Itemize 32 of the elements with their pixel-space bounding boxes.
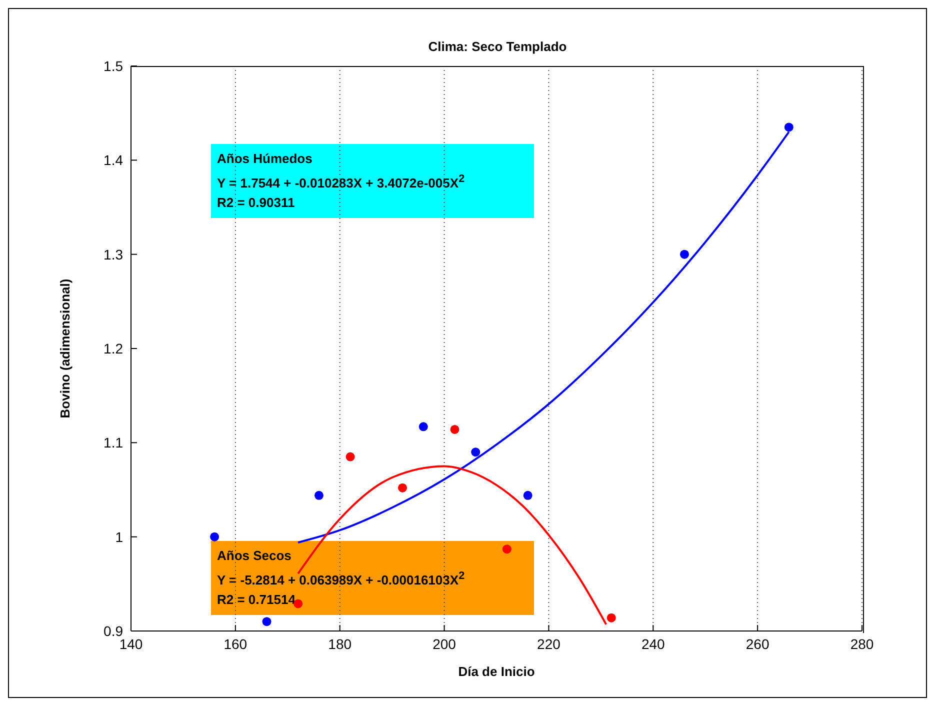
x-tick-label: 260	[746, 636, 770, 652]
point	[398, 483, 408, 492]
point	[502, 544, 512, 554]
point	[523, 490, 532, 500]
line-series	[297, 465, 608, 626]
point	[680, 250, 689, 259]
y-tick-label: 1	[115, 528, 124, 545]
point	[262, 617, 272, 626]
point	[210, 532, 220, 542]
point	[418, 422, 428, 432]
point	[471, 448, 480, 457]
point	[784, 122, 794, 132]
x-tick-label: 240	[641, 636, 666, 652]
x-tick-label: 220	[537, 636, 561, 652]
chart-title: Clima: Seco Templado	[427, 39, 568, 54]
y-tick-label: 1.3	[104, 246, 124, 262]
note-box: Años Húmedos Y = 1.7544 + -0.010283X + 3.4072e-005X$^{2}$ R2 = 0.90311	[211, 144, 534, 218]
y-tick-label: 1.1	[104, 434, 124, 451]
y-tick-label: 1.5	[104, 58, 124, 74]
y-tick-label: 1.2	[104, 340, 124, 356]
y-tick-label: 1.4	[104, 152, 124, 168]
x-axis-title: Día de Inicio	[458, 664, 535, 680]
x-tick-label: 280	[850, 636, 874, 652]
point	[294, 599, 303, 608]
point	[314, 490, 324, 500]
point	[346, 452, 355, 462]
point	[450, 424, 460, 434]
x-tick-label: 180	[328, 636, 352, 652]
x-tick-label: 200	[432, 636, 456, 652]
x-tick-label: 160	[224, 636, 248, 652]
y-axis-title: Bovino (adimensional)	[58, 278, 73, 418]
point	[606, 613, 616, 622]
